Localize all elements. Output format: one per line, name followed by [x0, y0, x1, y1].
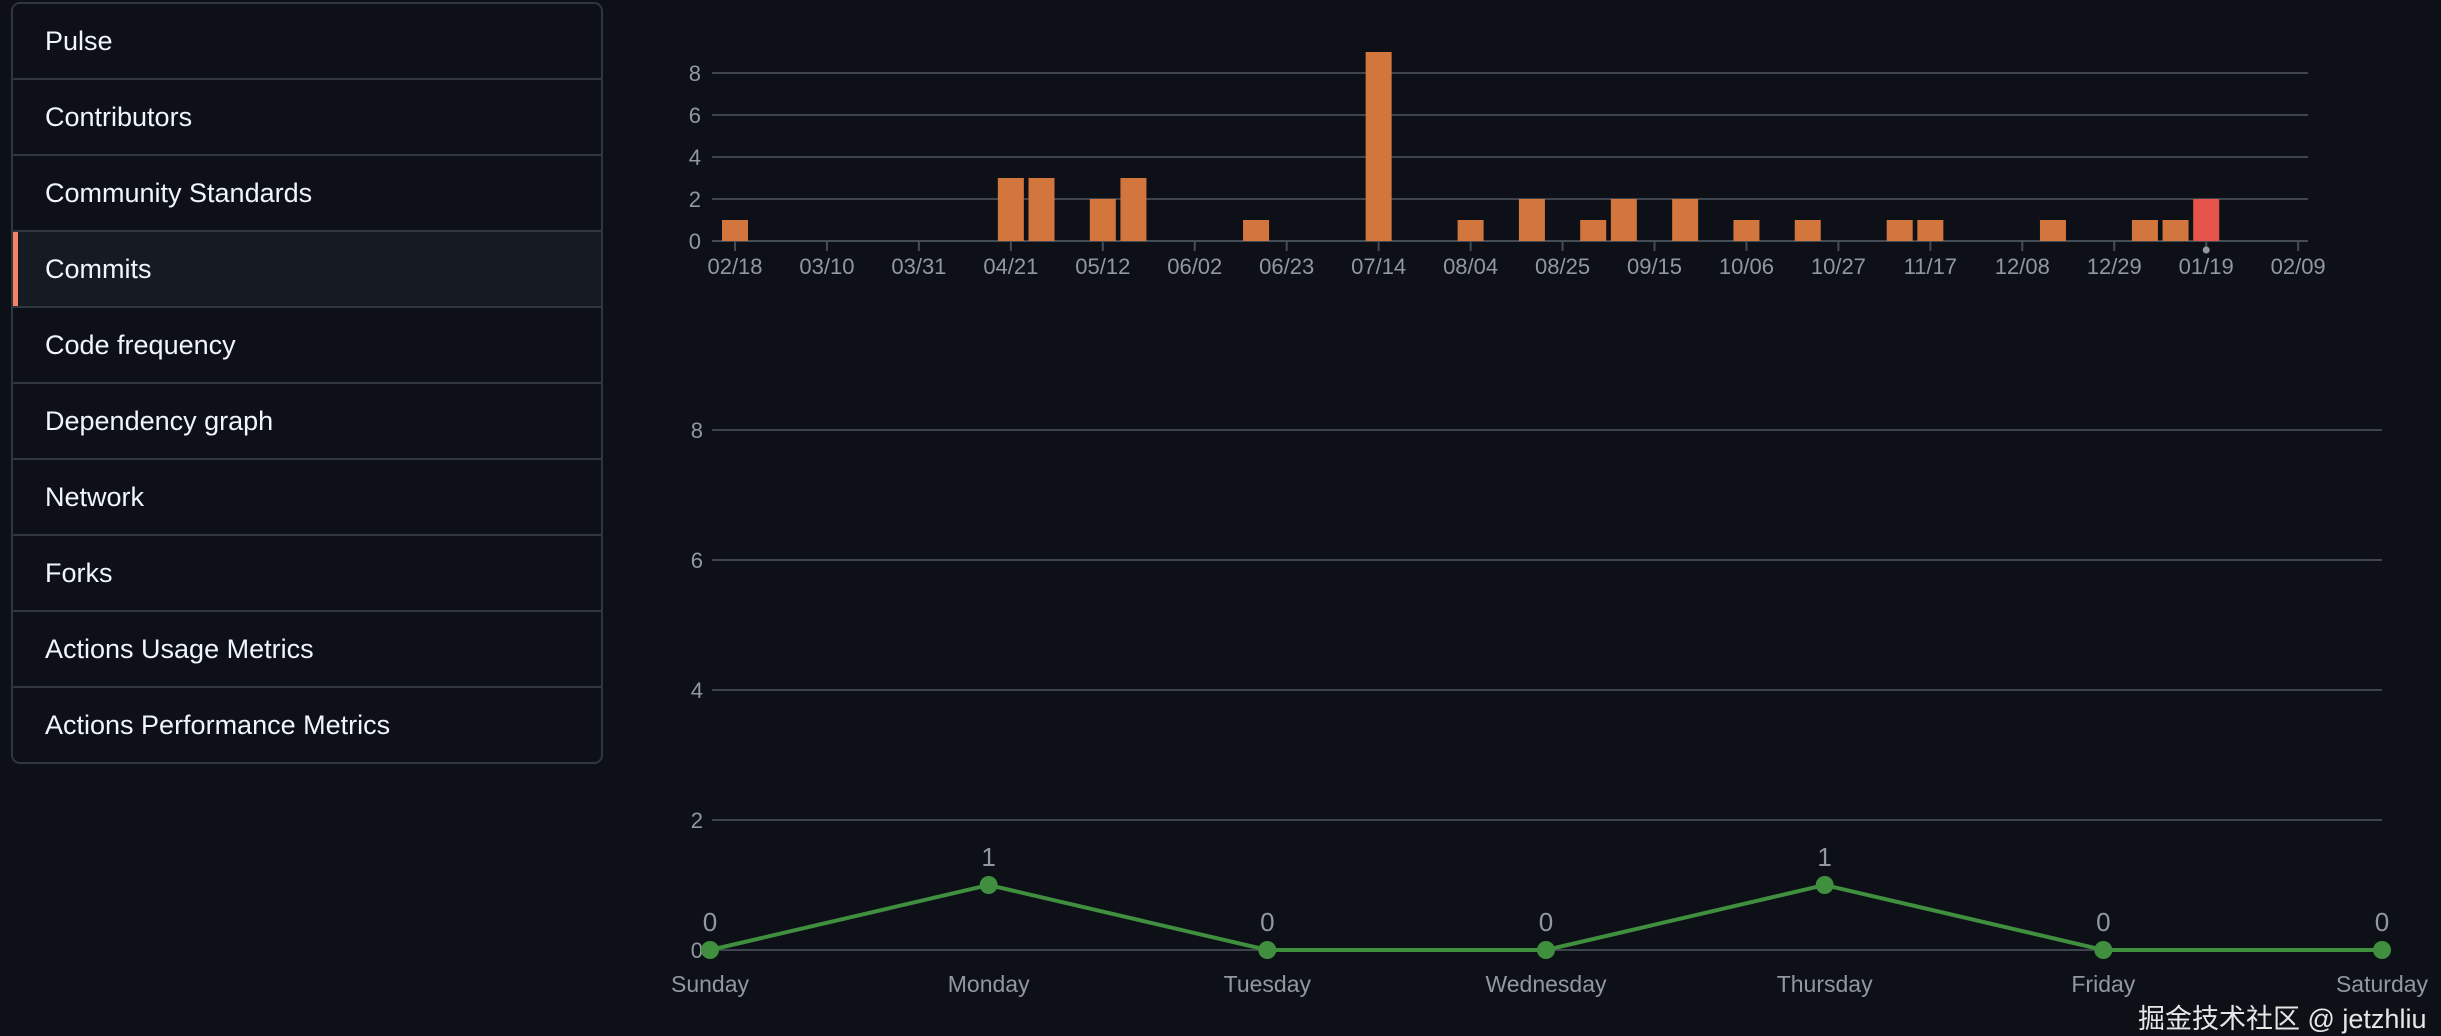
x-tick-label: 12/29 — [2087, 254, 2142, 279]
data-point-wednesday[interactable] — [1537, 941, 1555, 959]
bar-week-33[interactable] — [1733, 220, 1760, 241]
bar-week-10[interactable] — [1028, 178, 1055, 241]
bar-week-9[interactable] — [997, 178, 1024, 241]
sidebar-item-code-frequency[interactable]: Code frequency — [13, 306, 601, 382]
x-tick-label: Sunday — [671, 971, 750, 997]
data-label: 0 — [2096, 907, 2110, 937]
sidebar-item-contributors[interactable]: Contributors — [13, 78, 601, 154]
sidebar-item-forks[interactable]: Forks — [13, 534, 601, 610]
bar-week-24[interactable] — [1457, 220, 1484, 241]
x-tick-label: 10/06 — [1719, 254, 1774, 279]
sidebar-item-label: Community Standards — [45, 177, 313, 208]
sidebar-item-label: Contributors — [45, 101, 193, 132]
bar-week-12[interactable] — [1089, 199, 1116, 241]
y-tick-label: 4 — [689, 145, 701, 170]
sidebar-item-dependency-graph[interactable]: Dependency graph — [13, 382, 601, 458]
sidebar-item-label: Code frequency — [45, 329, 236, 360]
series-line — [709, 882, 2382, 952]
x-tick-label: 08/25 — [1535, 254, 1590, 279]
sidebar-item-label: Pulse — [45, 25, 113, 56]
bar-week-29[interactable] — [1610, 199, 1637, 241]
y-tick-label: 8 — [691, 418, 703, 443]
sidebar-item-label: Commits — [45, 253, 152, 284]
x-tick-label: Monday — [948, 971, 1030, 997]
data-label: 0 — [1539, 907, 1553, 937]
x-tick-label: 04/21 — [983, 254, 1038, 279]
y-tick-label: 8 — [689, 61, 701, 86]
sidebar-item-label: Network — [45, 481, 145, 512]
x-tick-label: 05/12 — [1075, 254, 1130, 279]
bar-week-31[interactable] — [1672, 199, 1699, 241]
y-tick-label: 0 — [691, 938, 703, 963]
x-tick-label: 02/09 — [2271, 254, 2326, 279]
x-tick-label: 11/17 — [1904, 254, 1957, 279]
x-tick-label: 03/10 — [799, 254, 854, 279]
watermark: 掘金技术社区 @ jetzhliu — [2138, 1004, 2427, 1034]
data-point-sunday[interactable] — [701, 941, 719, 959]
sidebar-item-label: Dependency graph — [45, 405, 274, 436]
y-tick-label: 6 — [689, 103, 701, 128]
sidebar-item-pulse[interactable]: Pulse — [13, 4, 601, 78]
x-tick-label: 02/18 — [707, 254, 762, 279]
x-tick-label: Thursday — [1777, 971, 1873, 997]
data-label: 1 — [1817, 842, 1831, 872]
y-tick-label: 0 — [689, 229, 701, 254]
data-point-saturday[interactable] — [2373, 941, 2391, 959]
x-tick-label: 03/31 — [891, 254, 946, 279]
weekly-commits-bar-chart: 0 2 4 6 8 02/18 03/10 03/31 04/21 05/12 06/02 06/23… — [689, 52, 2326, 279]
x-tick-label: 01/19 — [2179, 254, 2234, 279]
bar-week-13[interactable] — [1120, 178, 1147, 241]
data-point-friday[interactable] — [2094, 941, 2113, 959]
data-point-tuesday[interactable] — [1258, 941, 1277, 959]
data-point-thursday[interactable] — [1815, 876, 1834, 894]
bar-week-38[interactable] — [1886, 220, 1913, 241]
data-label: 1 — [981, 842, 995, 872]
x-tick-label: 12/08 — [1995, 254, 2050, 279]
sidebar-item-network[interactable]: Network — [13, 458, 601, 534]
sidebar-item-label: Actions Performance Metrics — [45, 709, 391, 740]
data-label: 0 — [2375, 907, 2389, 937]
x-tick-label: 08/04 — [1443, 254, 1498, 279]
x-tick-label: 06/02 — [1167, 254, 1222, 279]
sidebar-item-label: Actions Usage Metrics — [45, 633, 314, 664]
y-tick-label: 2 — [691, 808, 703, 833]
x-tick-label: Saturday — [2336, 971, 2429, 997]
x-tick-label: Friday — [2071, 971, 2135, 997]
bar-week-17[interactable] — [1243, 220, 1270, 241]
bar-week-35[interactable] — [1794, 220, 1821, 241]
sidebar-item-label: Forks — [45, 557, 113, 588]
bar-week-0[interactable] — [722, 220, 748, 241]
sidebar-item-commits[interactable]: Commits — [13, 230, 601, 306]
data-label: 0 — [1260, 907, 1274, 937]
data-point-monday[interactable] — [979, 876, 998, 894]
x-tick-label: 10/27 — [1811, 254, 1866, 279]
x-tick-label: Wednesday — [1485, 971, 1607, 997]
hover-marker — [2202, 246, 2210, 254]
y-tick-label: 6 — [691, 548, 703, 573]
bar-week-26[interactable] — [1518, 199, 1545, 241]
y-tick-label: 2 — [689, 187, 701, 212]
x-tick-label: 06/23 — [1259, 254, 1314, 279]
x-tick-label: 07/14 — [1351, 254, 1406, 279]
data-label: 0 — [703, 907, 717, 937]
bar-week-43[interactable] — [2039, 220, 2066, 241]
bar-week-28[interactable] — [1580, 220, 1607, 241]
x-tick-label: Tuesday — [1224, 971, 1312, 997]
y-tick-label: 4 — [691, 678, 703, 703]
sidebar-item-community-standards[interactable]: Community Standards — [13, 154, 601, 230]
insights-sidebar: Pulse Contributors Community Standards Comm… — [11, 2, 603, 764]
bar-week-39[interactable] — [1917, 220, 1944, 241]
x-tick-label: 09/15 — [1627, 254, 1682, 279]
bar-week-47[interactable] — [2162, 220, 2189, 241]
bar-week-48[interactable] — [2193, 199, 2220, 241]
sidebar-item-actions-usage-metrics[interactable]: Actions Usage Metrics — [13, 610, 601, 686]
bar-week-21[interactable] — [1365, 52, 1392, 241]
bar-week-46[interactable] — [2131, 220, 2158, 241]
sidebar-item-actions-performance-metrics[interactable]: Actions Performance Metrics — [13, 686, 601, 762]
